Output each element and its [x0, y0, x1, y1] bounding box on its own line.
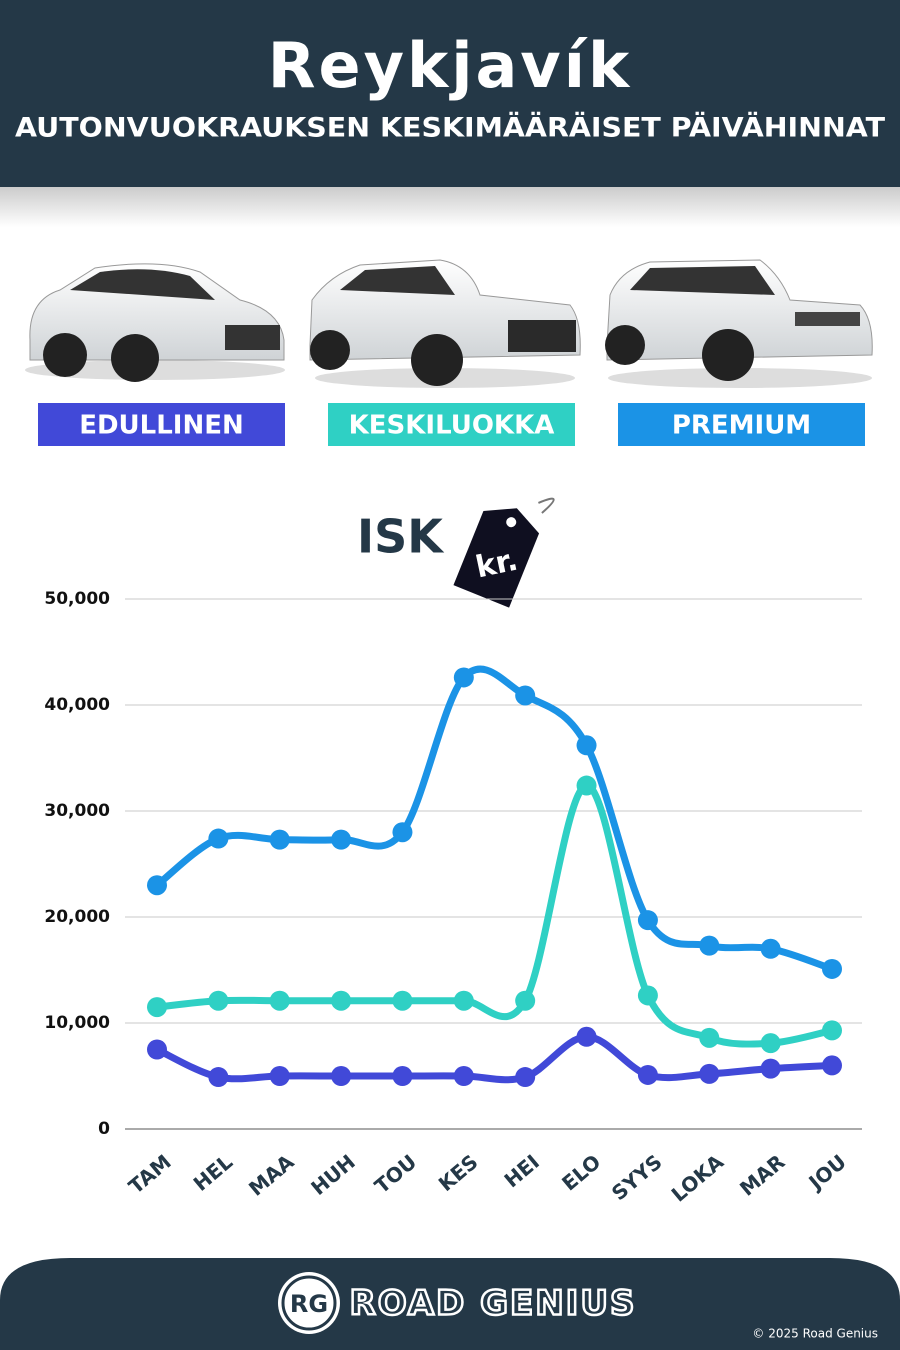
y-unit-label: ISK: [357, 510, 445, 564]
y-tick-label: 40,000: [44, 695, 110, 715]
data-point: [637, 985, 658, 1006]
data-point: [331, 990, 352, 1011]
data-point: [208, 828, 229, 849]
data-point: [637, 1064, 658, 1085]
y-tick-label: 50,000: [44, 589, 110, 609]
data-point: [699, 1027, 720, 1048]
legend-label: KESKILUOKKA: [349, 411, 555, 441]
car-mid: [309, 259, 581, 388]
header: [0, 0, 900, 187]
data-point: [453, 1066, 474, 1086]
data-point: [576, 1026, 597, 1047]
car-premium: [605, 259, 873, 388]
data-point: [147, 1039, 167, 1060]
y-tick-label: 20,000: [44, 907, 110, 927]
data-point: [453, 667, 474, 688]
logo-ring: [281, 1275, 337, 1331]
data-point: [331, 829, 352, 850]
y-tick-label: 10,000: [44, 1013, 110, 1033]
data-point: [269, 1066, 290, 1086]
y-tick-label: 30,000: [44, 801, 110, 821]
data-point: [515, 1067, 536, 1088]
chart-subtitle: AUTONVUOKRAUKSEN KESKIMÄÄRÄISET PÄIVÄHIN…: [15, 112, 886, 144]
legend-swatch: [328, 403, 575, 446]
data-point: [331, 1066, 352, 1086]
data-point: [392, 1066, 413, 1086]
data-point: [760, 1033, 781, 1054]
brand-name: ROAD GENIUS: [350, 1284, 637, 1324]
tag-label: kr.: [473, 543, 521, 586]
y-tick-label: 0: [98, 1119, 110, 1139]
data-point: [269, 990, 290, 1011]
data-point: [392, 990, 413, 1011]
legend-swatch: [618, 403, 865, 446]
data-point: [208, 1067, 229, 1088]
logo-circle: [278, 1272, 340, 1334]
price-tag: [453, 497, 555, 608]
data-point: [147, 997, 167, 1018]
data-point: [453, 990, 474, 1011]
data-point: [699, 935, 720, 956]
data-point: [822, 1055, 842, 1076]
logo-text: RG: [290, 1290, 328, 1318]
car-economy: [25, 263, 285, 382]
data-point: [392, 822, 413, 843]
data-point: [515, 990, 536, 1011]
legend-label: PREMIUM: [672, 411, 811, 441]
chart-title: Reykjavík: [268, 29, 632, 102]
data-point: [822, 958, 842, 979]
data-point: [822, 1020, 842, 1041]
header-shadow: [0, 185, 900, 255]
data-point: [147, 875, 167, 896]
data-point: [637, 910, 658, 931]
data-point: [699, 1063, 720, 1084]
copyright: © 2025 Road Genius: [752, 1327, 878, 1341]
footer: [0, 1258, 900, 1350]
data-point: [269, 829, 290, 850]
data-point: [760, 938, 781, 959]
legend-swatch: [38, 403, 285, 446]
data-point: [515, 685, 536, 706]
data-point: [760, 1058, 781, 1079]
legend-label: EDULLINEN: [79, 411, 244, 441]
data-point: [576, 735, 597, 756]
data-point: [576, 775, 597, 796]
data-point: [208, 990, 229, 1011]
